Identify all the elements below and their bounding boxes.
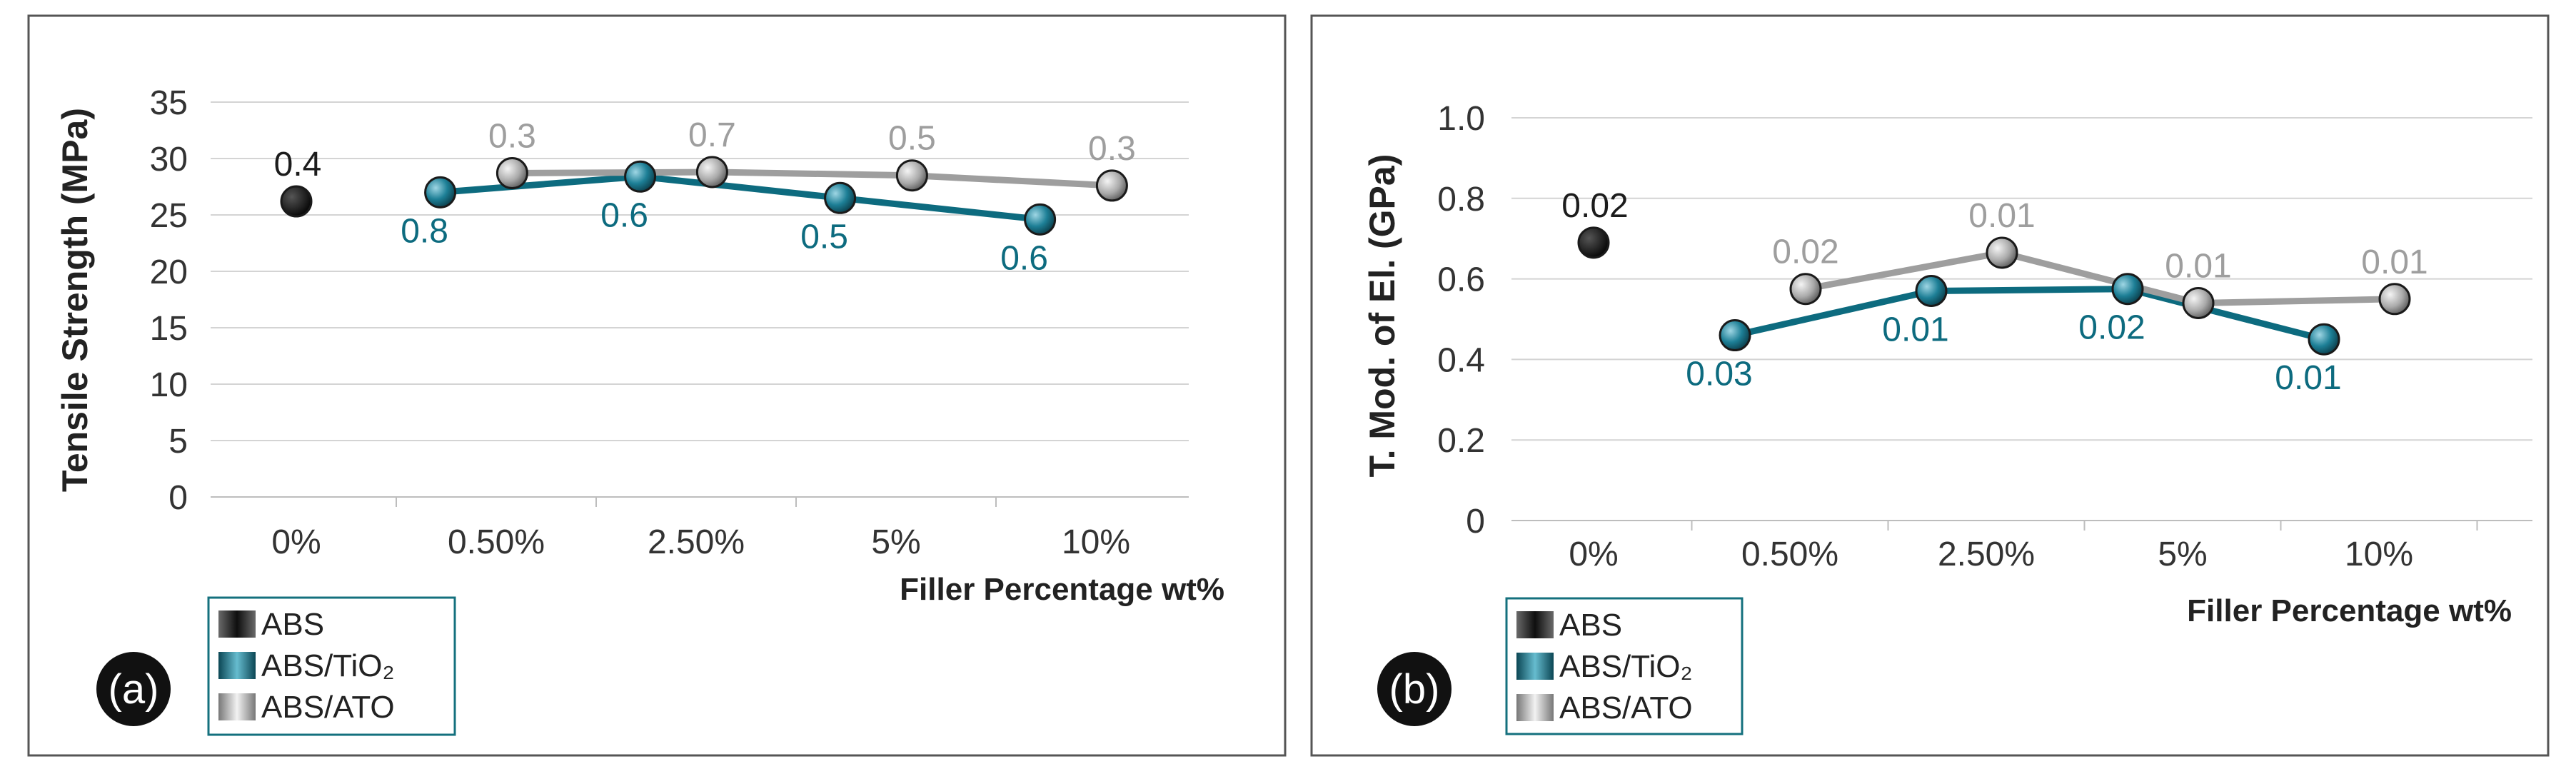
data-point-tio2 [2308, 323, 2340, 356]
panel-frame [1310, 14, 2550, 757]
x-tick-label: 10% [1062, 523, 1130, 561]
data-label-ato: 0.7 [688, 116, 736, 154]
data-label-ato: 0.5 [888, 120, 936, 158]
legend-label-ato: ABS/ATO [1559, 690, 1693, 725]
legend-label-ato: ABS/ATO [261, 690, 395, 725]
data-point-tio2 [2111, 273, 2144, 306]
x-tick-label: 10% [2345, 536, 2413, 573]
y-tick-label: 0.2 [1437, 422, 1485, 460]
data-label-tio2: 0.6 [600, 196, 648, 234]
legend-label-abs: ABS [261, 607, 324, 642]
data-label-abs: 0.02 [1561, 187, 1628, 225]
data-point-ato [1986, 236, 2018, 269]
data-label-ato: 0.3 [1088, 130, 1136, 168]
panel-badge [96, 652, 171, 726]
x-tick-label: 0.50% [448, 523, 545, 561]
legend-label-tio2: ABS/TiO₂ [1559, 649, 1693, 684]
data-point-ato [495, 157, 528, 190]
legend-swatch-abs [1516, 611, 1554, 638]
y-axis-title: T. Mod. of El. (GPa) [1362, 154, 1402, 478]
data-point-tio2 [424, 176, 457, 208]
data-label-tio2: 0.01 [2275, 359, 2341, 397]
data-point-abs [1577, 226, 1610, 259]
data-label-tio2: 0.01 [1882, 311, 1948, 349]
y-tick-label: 0.8 [1437, 181, 1485, 218]
y-tick-label: 5 [168, 423, 188, 461]
y-axis-title: Tensile Strength (MPa) [55, 108, 95, 492]
series-line-ato [1802, 249, 2398, 306]
panel-badge [1377, 652, 1451, 726]
x-tick-label: 0.50% [1741, 536, 1838, 573]
panel-a: 0 5 10 15 20 25 30 35 0% 0.50% 2.50% 5% 10% Tensile S… [27, 14, 1287, 757]
x-axis-title: Filler Percentage wt% [900, 572, 1224, 607]
series-line-tio2 [1731, 286, 2328, 343]
y-tick-label: 0.4 [1437, 341, 1485, 379]
x-tick-label: 0% [1569, 536, 1618, 573]
data-label-tio2: 0.6 [1000, 239, 1048, 277]
panel-label: (a) [109, 666, 159, 713]
y-tick-label: 35 [150, 84, 188, 122]
y-tick-label: 0 [1466, 503, 1485, 541]
data-point-ato [695, 156, 728, 189]
legend-label-tio2: ABS/TiO₂ [261, 648, 395, 683]
panel-b: 0 0.2 0.4 0.6 0.8 1.0 0% 0.50% 2.50% 5% 10% T. Mod.… [1310, 14, 2550, 757]
x-tick-label: 5% [2158, 536, 2207, 573]
y-tick-label: 10 [150, 366, 188, 404]
data-point-tio2 [1915, 275, 1948, 308]
data-label-ato: 0.01 [2361, 243, 2427, 281]
data-point-abs [280, 185, 313, 218]
legend-swatch-tio2 [218, 652, 256, 679]
data-point-ato [2378, 283, 2411, 316]
data-point-ato [2182, 286, 2215, 319]
data-point-ato [895, 159, 928, 192]
data-label-tio2: 0.02 [2078, 309, 2145, 347]
data-point-tio2 [624, 160, 657, 193]
data-point-ato [1789, 273, 1822, 306]
data-label-tio2: 0.03 [1686, 356, 1752, 393]
x-tick-label: 2.50% [1938, 536, 2035, 573]
y-tick-label: 20 [150, 253, 188, 291]
series-line-tio2 [437, 173, 1044, 223]
legend-swatch-ato [218, 693, 256, 720]
data-label-abs: 0.4 [274, 146, 322, 184]
legend-label-abs: ABS [1559, 608, 1622, 643]
data-point-ato [1095, 169, 1128, 202]
x-tick-label: 5% [871, 523, 920, 561]
data-point-tio2 [1024, 203, 1057, 236]
y-tick-label: 0.6 [1437, 261, 1485, 299]
y-tick-label: 15 [150, 310, 188, 348]
data-label-tio2: 0.5 [800, 218, 848, 256]
data-label-ato: 0.01 [2165, 247, 2231, 285]
y-tick-label: 0 [168, 479, 188, 517]
data-point-tio2 [1719, 319, 1751, 352]
data-label-ato: 0.01 [1968, 197, 2035, 235]
x-tick-label: 2.50% [648, 523, 745, 561]
legend-swatch-ato [1516, 694, 1554, 721]
data-point-tio2 [824, 181, 857, 214]
y-tick-label: 30 [150, 141, 188, 179]
y-tick-label: 25 [150, 197, 188, 235]
panel-label: (b) [1389, 666, 1440, 713]
x-tick-label: 0% [271, 523, 321, 561]
data-label-tio2: 0.8 [401, 212, 448, 250]
data-label-ato: 0.3 [488, 118, 536, 156]
legend-swatch-tio2 [1516, 653, 1554, 680]
series-line-ato [508, 169, 1115, 189]
y-tick-label: 1.0 [1437, 100, 1485, 138]
data-label-ato: 0.02 [1772, 233, 1838, 271]
legend-swatch-abs [218, 610, 256, 638]
x-axis-title: Filler Percentage wt% [2187, 593, 2512, 628]
